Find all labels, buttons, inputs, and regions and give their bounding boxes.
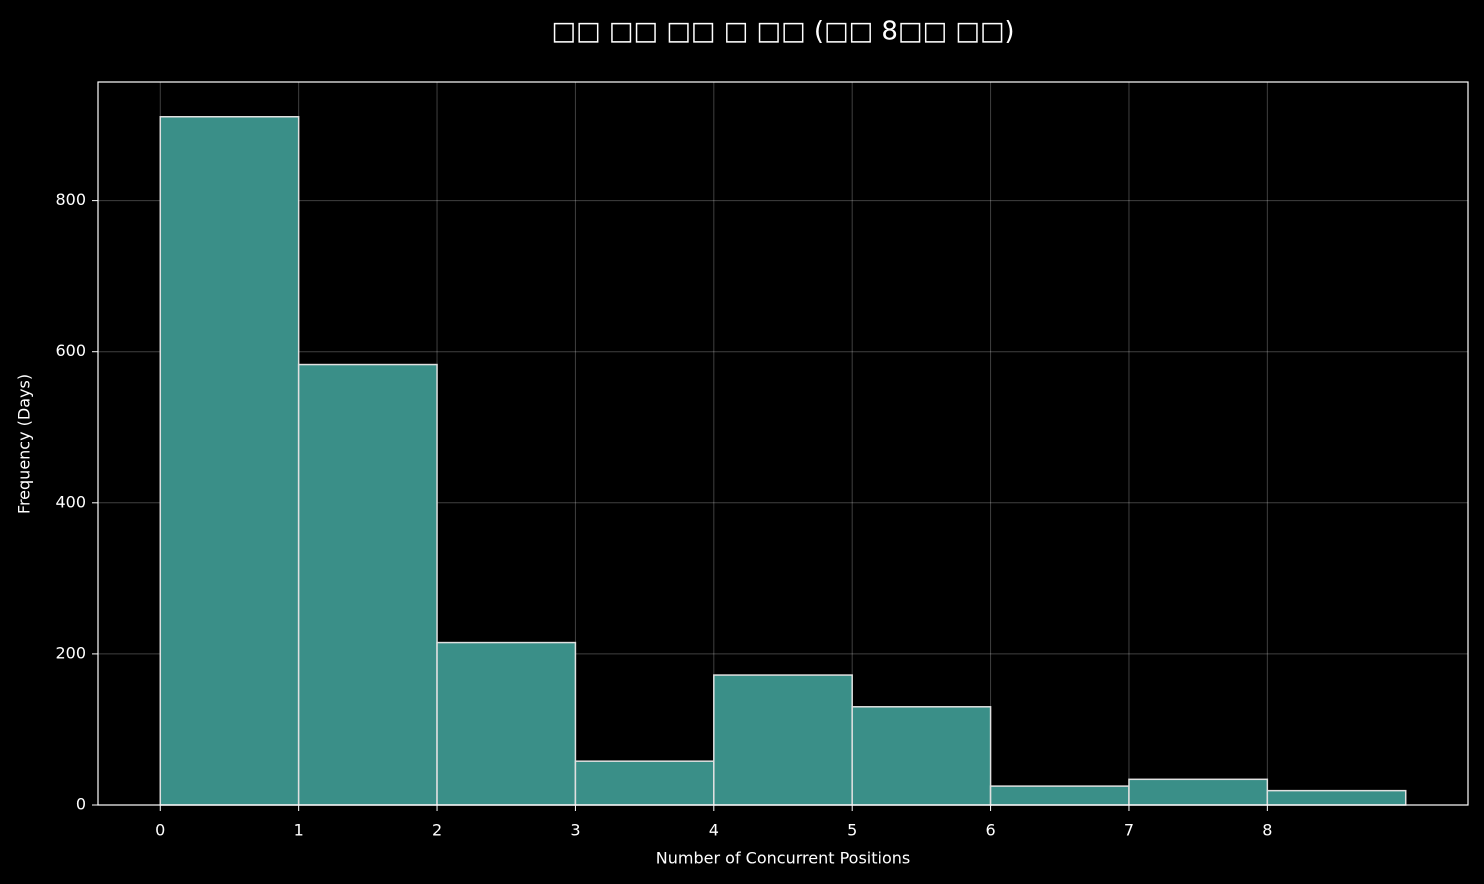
x-tick-label: 6 [985, 821, 995, 840]
y-tick-label: 600 [55, 341, 86, 360]
x-tick-label: 5 [847, 821, 857, 840]
bar [989, 785, 1130, 806]
x-tick-label: 3 [570, 821, 580, 840]
bar [713, 674, 853, 806]
bar [851, 706, 992, 806]
y-axis-label: Frequency (Days) [15, 374, 34, 514]
bar [436, 641, 577, 806]
bar [297, 363, 438, 806]
x-tick-label: 7 [1124, 821, 1134, 840]
y-tick-label: 200 [55, 643, 86, 662]
bar [1266, 789, 1407, 806]
x-tick-label: 4 [709, 821, 719, 840]
bar [159, 116, 300, 806]
y-tick-label: 800 [55, 190, 86, 209]
bar [1128, 778, 1269, 806]
x-tick-label: 1 [294, 821, 304, 840]
y-tick-label: 0 [76, 795, 86, 814]
x-tick-label: 2 [432, 821, 442, 840]
chart-title: □□ □□ □□ □ □□ (□□ 8□□ □□) [551, 17, 1014, 47]
x-tick-label: 0 [155, 821, 165, 840]
plot-frame [97, 81, 1469, 806]
y-tick-label: 400 [55, 492, 86, 511]
x-axis-label: Number of Concurrent Positions [656, 849, 910, 868]
bar [574, 760, 715, 806]
x-tick-label: 8 [1262, 821, 1272, 840]
